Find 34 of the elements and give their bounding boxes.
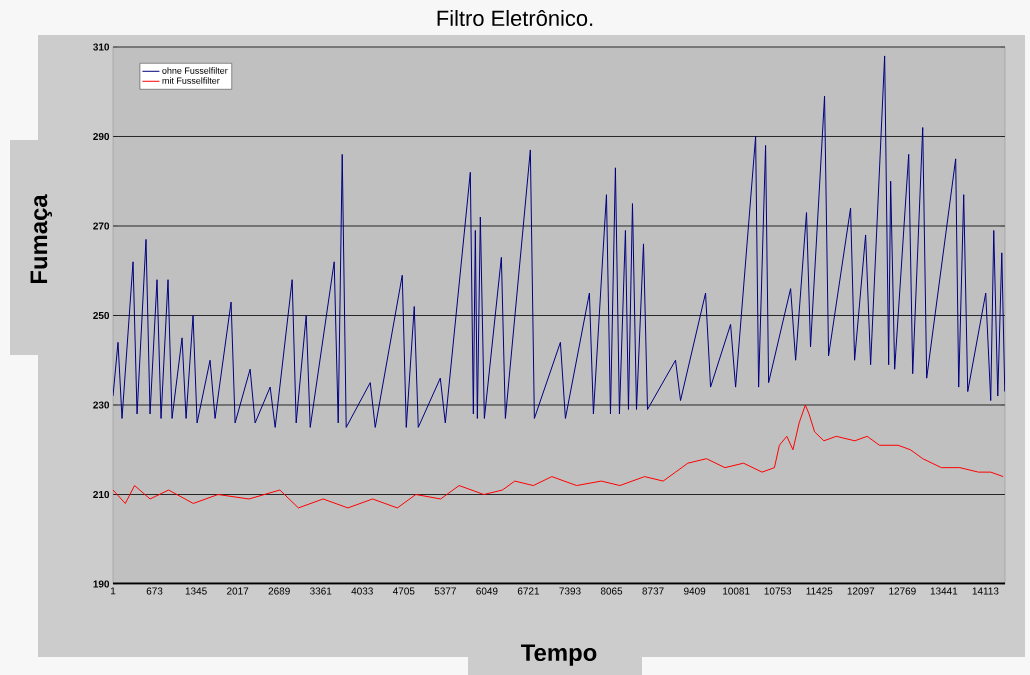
x-tick-label: 6721 bbox=[517, 587, 540, 595]
x-tick-label: 9409 bbox=[684, 587, 706, 595]
x-tick-label: 5377 bbox=[434, 587, 456, 595]
y-tick-label: 210 bbox=[93, 490, 110, 499]
x-tick-label: 673 bbox=[146, 587, 163, 595]
x-tick-label: 12097 bbox=[847, 587, 875, 595]
y-tick-label: 310 bbox=[93, 43, 110, 51]
x-tick-label: 10081 bbox=[723, 587, 750, 595]
x-tick-label: 4705 bbox=[392, 587, 415, 595]
x-tick-label: 13441 bbox=[930, 587, 958, 595]
y-tick-label: 250 bbox=[93, 311, 110, 320]
legend-label: ohne Fusselfilter bbox=[162, 67, 228, 74]
x-tick-label: 6049 bbox=[476, 587, 498, 595]
x-axis-title: Tempo bbox=[520, 644, 597, 666]
x-tick-label: 1 bbox=[111, 587, 116, 595]
x-tick-label: 4033 bbox=[351, 587, 373, 595]
x-tick-label: 11425 bbox=[806, 587, 833, 595]
x-tick-label: 7393 bbox=[559, 587, 581, 595]
x-tick-label: 1345 bbox=[185, 587, 207, 595]
y-tick-label: 270 bbox=[93, 222, 110, 230]
x-tick-label: 3361 bbox=[310, 587, 332, 595]
x-tick-label: 8737 bbox=[642, 587, 664, 595]
x-tick-label: 2017 bbox=[227, 587, 249, 595]
x-tick-label: 10753 bbox=[764, 587, 792, 595]
x-tick-label: 14113 bbox=[972, 587, 999, 595]
legend-label: mit Fusselfilter bbox=[162, 77, 220, 84]
x-tick-label: 2689 bbox=[268, 587, 290, 595]
x-tick-label: 12769 bbox=[889, 587, 916, 595]
chart-title: Filtro Eletrônico. bbox=[437, 9, 593, 27]
y-axis-title: Fumaça bbox=[30, 194, 53, 284]
y-tick-label: 190 bbox=[93, 580, 110, 588]
y-tick-label: 290 bbox=[93, 132, 110, 141]
y-tick-label: 230 bbox=[93, 401, 110, 409]
x-tick-label: 8065 bbox=[600, 587, 623, 595]
